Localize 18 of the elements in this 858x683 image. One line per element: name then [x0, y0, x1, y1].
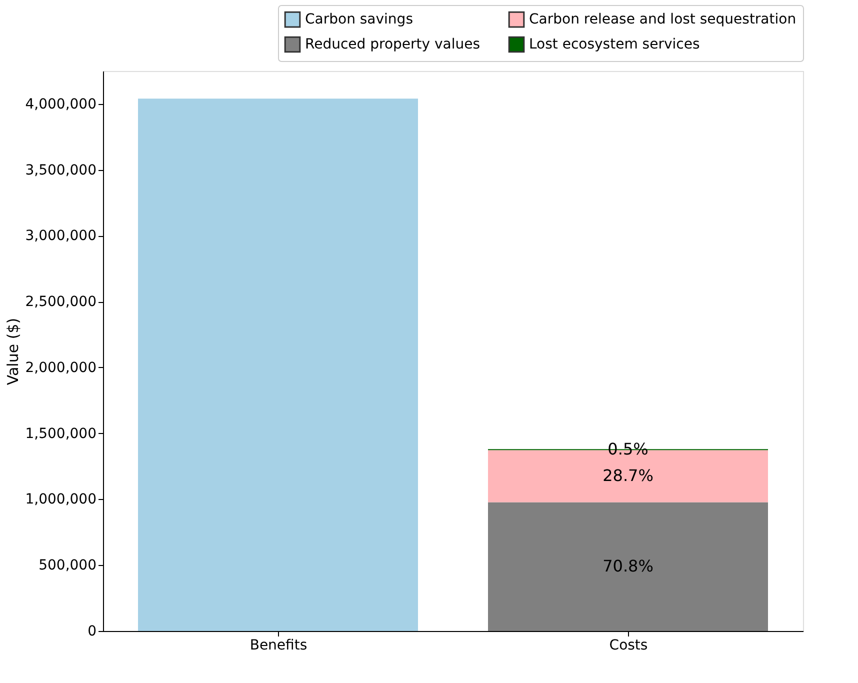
x-tick-label: Costs	[609, 638, 648, 654]
y-tick-label: 0	[88, 624, 96, 640]
y-tick-label: 3,500,000	[25, 162, 96, 178]
y-tick-label: 1,500,000	[25, 426, 96, 442]
y-tick-label: 2,000,000	[25, 360, 96, 376]
y-axis-title: Value ($)	[4, 318, 22, 386]
legend-label: Reduced property values	[305, 36, 480, 52]
legend-label: Carbon savings	[305, 12, 413, 28]
legend-label: Lost ecosystem services	[529, 36, 700, 52]
annotation: 28.7%	[602, 466, 654, 486]
y-tick-label: 3,000,000	[25, 228, 96, 244]
legend-label: Carbon release and lost sequestration	[529, 12, 796, 28]
x-tick-label: Benefits	[250, 638, 308, 654]
y-tick-label: 2,500,000	[25, 294, 96, 310]
y-tick-label: 500,000	[38, 558, 96, 574]
y-tick-label: 1,000,000	[25, 492, 96, 508]
y-tick-label: 4,000,000	[25, 96, 96, 112]
annotation: 70.8%	[602, 556, 654, 576]
